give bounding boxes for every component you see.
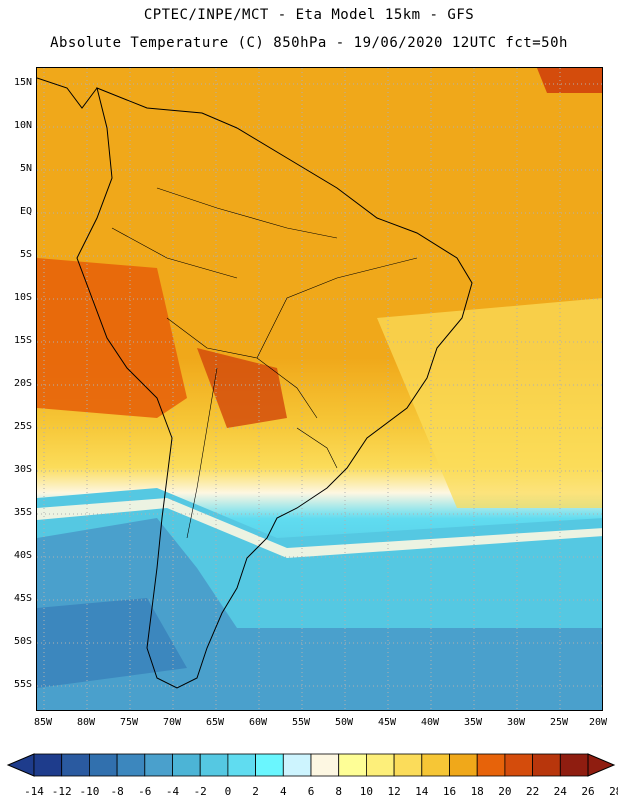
colorbar-swatch bbox=[559, 753, 589, 777]
lon-tick-label: 75W bbox=[119, 717, 139, 728]
colorbar-swatch bbox=[172, 753, 201, 777]
lon-tick-label: 40W bbox=[420, 717, 440, 728]
lat-tick-label: 15N bbox=[13, 77, 32, 88]
atlantic-warm-zone bbox=[377, 298, 602, 508]
map-title: CPTEC/INPE/MCT - Eta Model 15km - GFS bbox=[143, 7, 475, 23]
colorbar-swatch bbox=[449, 753, 478, 777]
lon-tick-label: 20W bbox=[588, 717, 608, 728]
colorbar-swatch bbox=[199, 753, 229, 777]
caribbean-hot-zone bbox=[537, 68, 602, 93]
colorbar-swatch bbox=[89, 753, 118, 777]
colorbar-high-arrow bbox=[587, 753, 616, 777]
country-borders bbox=[111, 187, 418, 539]
temperature-field bbox=[37, 68, 602, 710]
map-subtitle: Absolute Temperature (C) 850hPa - 19/06/… bbox=[50, 35, 568, 51]
central-america-outline bbox=[37, 77, 98, 109]
colorbar-tick-label: 24 bbox=[553, 785, 567, 798]
colorbar-swatch bbox=[421, 753, 450, 777]
colorbar-tick-label: 2 bbox=[252, 785, 259, 798]
lat-tick-label: 50S bbox=[13, 636, 32, 647]
lon-tick-label: 35W bbox=[463, 717, 483, 728]
colorbar-tick-label: -10 bbox=[79, 785, 100, 798]
lat-tick-label: 5N bbox=[19, 163, 32, 174]
colorbar-swatch bbox=[282, 753, 312, 777]
lat-tick-label: 30S bbox=[13, 464, 32, 475]
lat-tick-label: 5S bbox=[19, 249, 32, 260]
lat-tick-label: 40S bbox=[13, 550, 32, 561]
lat-tick-label: 10S bbox=[13, 292, 32, 303]
colorbar-swatch bbox=[33, 753, 63, 777]
lon-tick-label: 70W bbox=[162, 717, 182, 728]
colorbar-tick-label: 4 bbox=[279, 785, 287, 798]
colorbar-tick-label: 0 bbox=[224, 785, 232, 798]
lon-tick-label: 55W bbox=[291, 717, 311, 728]
colorbar bbox=[6, 753, 616, 777]
lon-tick-label: 25W bbox=[549, 717, 569, 728]
lat-tick-label: EQ bbox=[19, 206, 32, 217]
lat-tick-label: 55S bbox=[13, 679, 32, 690]
grid-lines bbox=[37, 68, 602, 710]
colorbar-tick-label: 12 bbox=[387, 785, 401, 798]
lon-tick-label: 65W bbox=[205, 717, 225, 728]
lat-tick-label: 10N bbox=[13, 120, 32, 131]
lon-tick-label: 45W bbox=[377, 717, 397, 728]
lon-tick-label: 30W bbox=[506, 717, 526, 728]
coldest-zone bbox=[37, 598, 187, 688]
lon-tick-label: 50W bbox=[334, 717, 354, 728]
colorbar-tick-label: 20 bbox=[498, 785, 512, 798]
colorbar-swatch bbox=[504, 753, 533, 777]
colorbar-tick-label: 18 bbox=[470, 785, 484, 798]
colorbar-tick-label: 14 bbox=[415, 785, 429, 798]
colorbar-tick-label: 10 bbox=[359, 785, 374, 798]
pacific-hot-zone bbox=[37, 258, 187, 418]
colorbar-low-arrow bbox=[6, 753, 35, 777]
colorbar-swatch bbox=[227, 753, 256, 777]
front-line bbox=[37, 498, 602, 558]
continent-outline bbox=[76, 87, 473, 689]
lon-tick-label: 80W bbox=[76, 717, 96, 728]
colorbar-tick-label: 26 bbox=[581, 785, 595, 798]
lat-tick-label: 25S bbox=[13, 421, 32, 432]
colorbar-swatch bbox=[338, 753, 367, 777]
colorbar-swatch bbox=[310, 753, 340, 777]
colorbar-swatch bbox=[255, 753, 284, 777]
colorbar-swatch bbox=[365, 753, 395, 777]
colorbar-tick-label: -14 bbox=[24, 785, 44, 798]
colorbar-tick-label: 6 bbox=[307, 785, 315, 798]
colorbar-tick-label: -2 bbox=[193, 785, 207, 798]
colorbar-swatch bbox=[476, 753, 506, 777]
colorbar-swatch bbox=[144, 753, 173, 777]
temperature-map bbox=[36, 67, 603, 711]
colorbar-tick-label: 8 bbox=[335, 785, 342, 798]
lon-tick-label: 60W bbox=[248, 717, 268, 728]
colorbar-tick-label: 16 bbox=[442, 785, 457, 798]
colorbar-swatch bbox=[116, 753, 146, 777]
lat-tick-label: 15S bbox=[13, 335, 32, 346]
colorbar-tick-label: 22 bbox=[525, 785, 540, 798]
colorbar-tick-label: 28 bbox=[609, 785, 618, 798]
lat-tick-label: 20S bbox=[13, 378, 32, 389]
lat-tick-label: 35S bbox=[13, 507, 32, 518]
colorbar-swatch bbox=[532, 753, 561, 777]
colorbar-swatch bbox=[393, 753, 423, 777]
colorbar-tick-label: -4 bbox=[165, 785, 180, 798]
colorbar-tick-label: -8 bbox=[110, 785, 124, 798]
colorbar-tick-label: -6 bbox=[138, 785, 152, 798]
lat-tick-label: 45S bbox=[13, 593, 32, 604]
colorbar-tick-label: -12 bbox=[51, 785, 72, 798]
chaco-hot-zone bbox=[197, 348, 287, 428]
colorbar-swatch bbox=[61, 753, 90, 777]
lon-tick-label: 85W bbox=[33, 717, 53, 728]
